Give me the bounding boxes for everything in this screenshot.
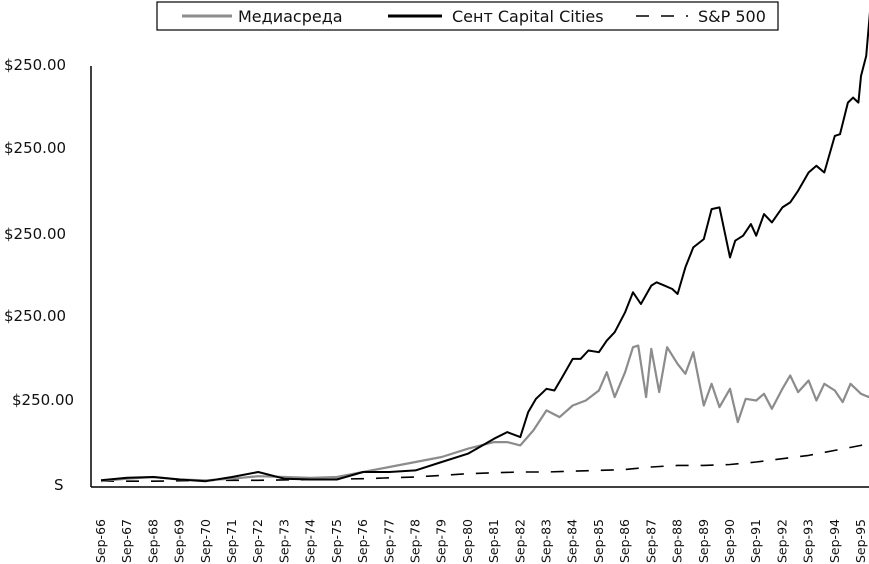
legend-label-capital-cities: Сент Capital Cities [452, 7, 604, 26]
series-layer [100, 11, 869, 483]
x-tick-label: Sep-73 [276, 519, 291, 563]
x-tick-label: Sep-79 [434, 519, 449, 563]
legend-box [156, 1, 779, 31]
x-tick-label: Sep-76 [355, 519, 370, 563]
x-tick-label: Sep-92 [774, 519, 789, 563]
x-tick-labels: Sep-66 Sep-67 Sep-68 Sep-69 Sep-70 Sep-71 Sep-… [93, 519, 868, 563]
x-tick-label: Sep-71 [224, 519, 239, 563]
y-tick-label: $250.00 [4, 56, 66, 74]
x-tick-label: Sep-91 [748, 519, 763, 563]
x-tick-label: Sep-90 [722, 519, 737, 563]
x-tick-label: Sep-94 [827, 519, 842, 563]
y-tick-label: S [54, 476, 64, 494]
x-tick-label: Sep-93 [801, 519, 816, 563]
x-tick-label: Sep-70 [198, 519, 213, 563]
x-tick-label: Sep-81 [486, 519, 501, 563]
x-tick-label: Sep-67 [119, 519, 134, 563]
y-tick-label: $250.00 [4, 139, 66, 157]
x-tick-label: Sep-74 [303, 519, 318, 563]
x-tick-label: Sep-75 [329, 519, 344, 563]
x-tick-label: Sep-68 [145, 519, 160, 563]
y-tick-label: $250.00 [4, 225, 66, 243]
x-tick-label: Sep-87 [643, 519, 658, 563]
x-tick-label: Sep-95 [853, 519, 868, 563]
y-tick-label: $250.00 [12, 391, 74, 409]
y-tick-labels: $250.00 $250.00 $250.00 $250.00 $250.00 … [4, 56, 74, 494]
x-tick-label: Sep-72 [250, 519, 265, 563]
x-tick-label: Sep-83 [539, 519, 554, 563]
y-tick-label: $250.00 [4, 307, 66, 325]
x-tick-label: Sep-86 [617, 519, 632, 563]
x-tick-label: Sep-69 [172, 519, 187, 563]
x-tick-label: Sep-89 [696, 519, 711, 563]
x-tick-label: Sep-82 [512, 519, 527, 563]
x-tick-label: Sep-77 [381, 519, 396, 563]
x-tick-label: Sep-88 [670, 519, 685, 563]
legend-label-sp500: S&P 500 [698, 7, 766, 26]
x-tick-label: Sep-78 [407, 519, 422, 563]
legend: Медиасреда Сент Capital Cities S&P 500 [156, 1, 779, 31]
series-line-mediasreda [100, 344, 869, 483]
series-line-capital-cities [100, 11, 869, 483]
x-tick-label: Sep-66 [93, 519, 108, 563]
x-tick-label: Sep-84 [565, 519, 580, 563]
x-tick-label: Sep-85 [591, 519, 606, 563]
x-tick-label: Sep-80 [460, 519, 475, 563]
legend-label-mediasreda: Медиасреда [238, 7, 343, 26]
